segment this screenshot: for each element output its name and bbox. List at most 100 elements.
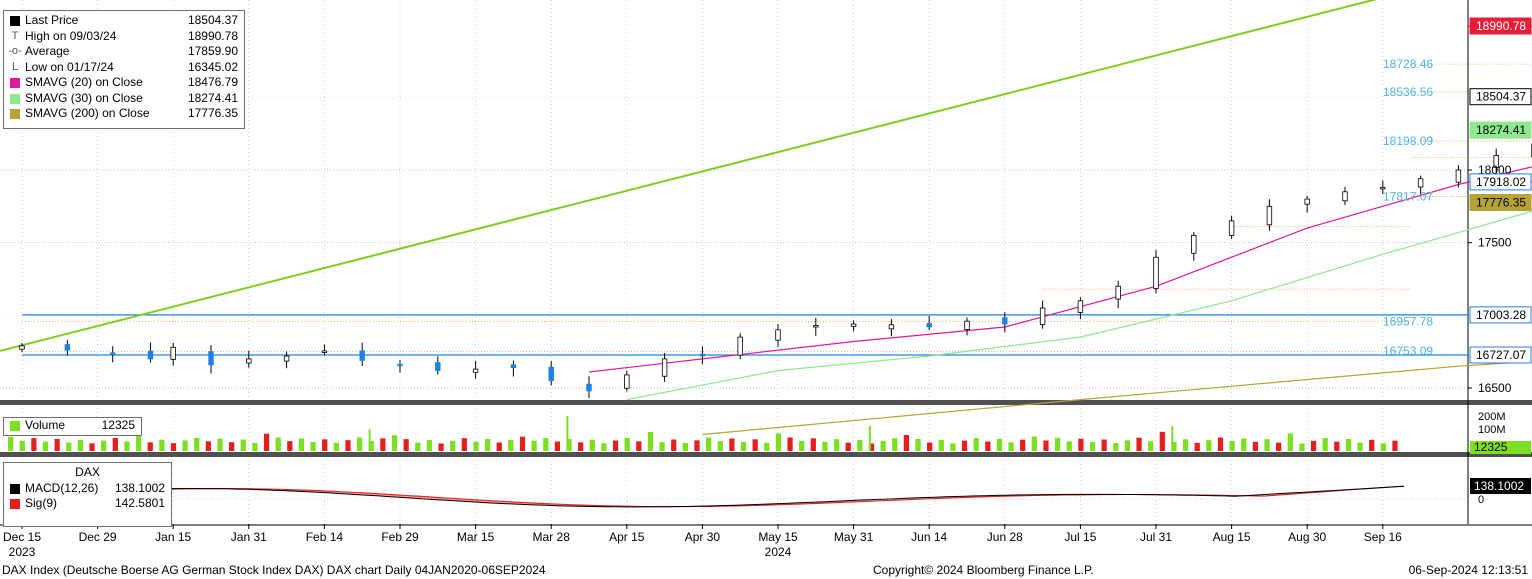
x-tick-label: Mar 28 bbox=[533, 530, 571, 544]
sma30-line bbox=[626, 210, 1532, 401]
volume-bar bbox=[415, 442, 421, 451]
candle-body bbox=[1115, 285, 1121, 300]
candle-body bbox=[283, 355, 290, 362]
volume-bar bbox=[1217, 437, 1224, 451]
legend-value: 18476.79 bbox=[187, 75, 238, 89]
x-tick-label: Aug 15 bbox=[1213, 530, 1251, 544]
price-tag bbox=[1469, 173, 1532, 191]
volume-bar bbox=[775, 433, 782, 451]
price-legend-row: T High on 09/03/24 18990.78 bbox=[4, 29, 244, 45]
price-tag-text: 17776.35 bbox=[1476, 196, 1526, 210]
volume-bar bbox=[985, 441, 991, 451]
volume-bar bbox=[1299, 443, 1305, 451]
legend-swatch bbox=[10, 93, 20, 104]
volume-bar bbox=[368, 441, 374, 451]
volume-bar bbox=[450, 440, 456, 451]
footer-copyright: Copyright© 2024 Bloomberg Finance L.P. bbox=[873, 563, 1094, 577]
candle-body bbox=[246, 358, 252, 364]
volume-bar bbox=[519, 436, 526, 451]
volume-bar bbox=[473, 441, 479, 451]
legend-value: 138.1002 bbox=[114, 480, 165, 495]
volume-bar bbox=[1380, 443, 1386, 451]
macd-legend: DAX MACD(12,26) 138.1002 Sig(9) 142.5801 bbox=[3, 462, 172, 527]
separator-volume-macd bbox=[0, 452, 1532, 457]
volume-bar bbox=[147, 442, 153, 451]
legend-value: 17859.90 bbox=[187, 44, 238, 58]
volume-bar bbox=[1043, 440, 1049, 451]
legend-value: 12325 bbox=[101, 418, 135, 432]
candle-body bbox=[359, 350, 365, 361]
volume-spike bbox=[368, 429, 371, 451]
price-legend-row: Last Price 18504.37 bbox=[4, 13, 244, 29]
macd-panel bbox=[0, 459, 1468, 524]
macd-legend-row: Sig(9) 142.5801 bbox=[4, 496, 171, 512]
volume-bar bbox=[1369, 439, 1375, 451]
volume-bar bbox=[1159, 431, 1165, 451]
volume-bar bbox=[229, 442, 235, 451]
volume-bar bbox=[996, 438, 1003, 451]
volume-bar bbox=[717, 441, 723, 451]
y-tick-label: 17500 bbox=[1478, 236, 1512, 250]
volume-bar bbox=[868, 443, 875, 451]
volume-tag bbox=[1470, 441, 1531, 454]
volume-bar bbox=[1113, 443, 1119, 451]
volume-bar bbox=[1078, 438, 1084, 451]
volume-bar bbox=[1345, 439, 1352, 451]
price-tag bbox=[1469, 194, 1532, 212]
candle-body bbox=[1455, 169, 1462, 183]
volume-bar bbox=[1276, 442, 1282, 451]
candle-body bbox=[435, 362, 441, 371]
volume-bar bbox=[1171, 442, 1177, 451]
volume-bar bbox=[1392, 440, 1398, 451]
volume-bar bbox=[880, 440, 886, 451]
volume-bar bbox=[578, 442, 584, 451]
x-tick-year: 2023 bbox=[9, 545, 36, 559]
volume-bar bbox=[31, 438, 37, 451]
legend-value: 18504.37 bbox=[187, 13, 238, 27]
candle-body bbox=[1417, 178, 1424, 188]
candle-body bbox=[1342, 191, 1348, 202]
volume-bar bbox=[461, 438, 467, 451]
volume-bar bbox=[135, 432, 142, 451]
legend-swatch bbox=[10, 16, 20, 26]
volume-legend-row: Volume 12325 bbox=[4, 418, 141, 434]
volume-bar bbox=[833, 439, 840, 451]
volume-bar bbox=[89, 443, 95, 451]
legend-label: Volume bbox=[25, 418, 66, 432]
volume-bar bbox=[1229, 441, 1235, 451]
volume-bar bbox=[682, 443, 688, 451]
candle-body bbox=[775, 329, 781, 341]
volume-bar bbox=[508, 439, 514, 451]
macd-axis-label: 0 bbox=[1478, 494, 1484, 506]
level-label: 16753.09 bbox=[1383, 344, 1433, 358]
volume-bar bbox=[1334, 441, 1340, 451]
volume-bar bbox=[752, 439, 758, 451]
volume-legend: Volume 12325 bbox=[3, 417, 142, 436]
volume-bar bbox=[1241, 438, 1247, 451]
candle-body bbox=[624, 374, 630, 389]
volume-bar bbox=[706, 437, 712, 451]
volume-tag-text: 12325 bbox=[1474, 440, 1508, 454]
candle-body bbox=[850, 323, 857, 327]
legend-label: Average bbox=[25, 44, 70, 58]
candle-body bbox=[1304, 198, 1310, 205]
level-label: 18728.46 bbox=[1383, 57, 1433, 71]
price-legend: Last Price 18504.37 T High on 09/03/24 18990… bbox=[3, 10, 245, 129]
legend-label: Last Price bbox=[25, 13, 79, 27]
volume-bar bbox=[333, 442, 339, 451]
candle-body bbox=[19, 345, 25, 350]
macd-legend-row: MACD(12,26) 138.1002 bbox=[4, 481, 171, 497]
volume-bar bbox=[624, 437, 630, 451]
x-tick-label: Mar 15 bbox=[457, 530, 495, 544]
volume-spike bbox=[868, 426, 871, 451]
volume-bar bbox=[1322, 438, 1328, 451]
volume-bar bbox=[112, 438, 118, 451]
volume-bar bbox=[915, 439, 921, 451]
volume-bar bbox=[380, 438, 386, 451]
x-tick-label: May 15 bbox=[758, 530, 798, 544]
volume-bar bbox=[1310, 440, 1317, 451]
x-tick-label: Apr 30 bbox=[685, 530, 721, 544]
volume-bar bbox=[612, 440, 619, 451]
volume-bar bbox=[1206, 440, 1212, 451]
price-tag-text: 18990.78 bbox=[1476, 19, 1526, 33]
